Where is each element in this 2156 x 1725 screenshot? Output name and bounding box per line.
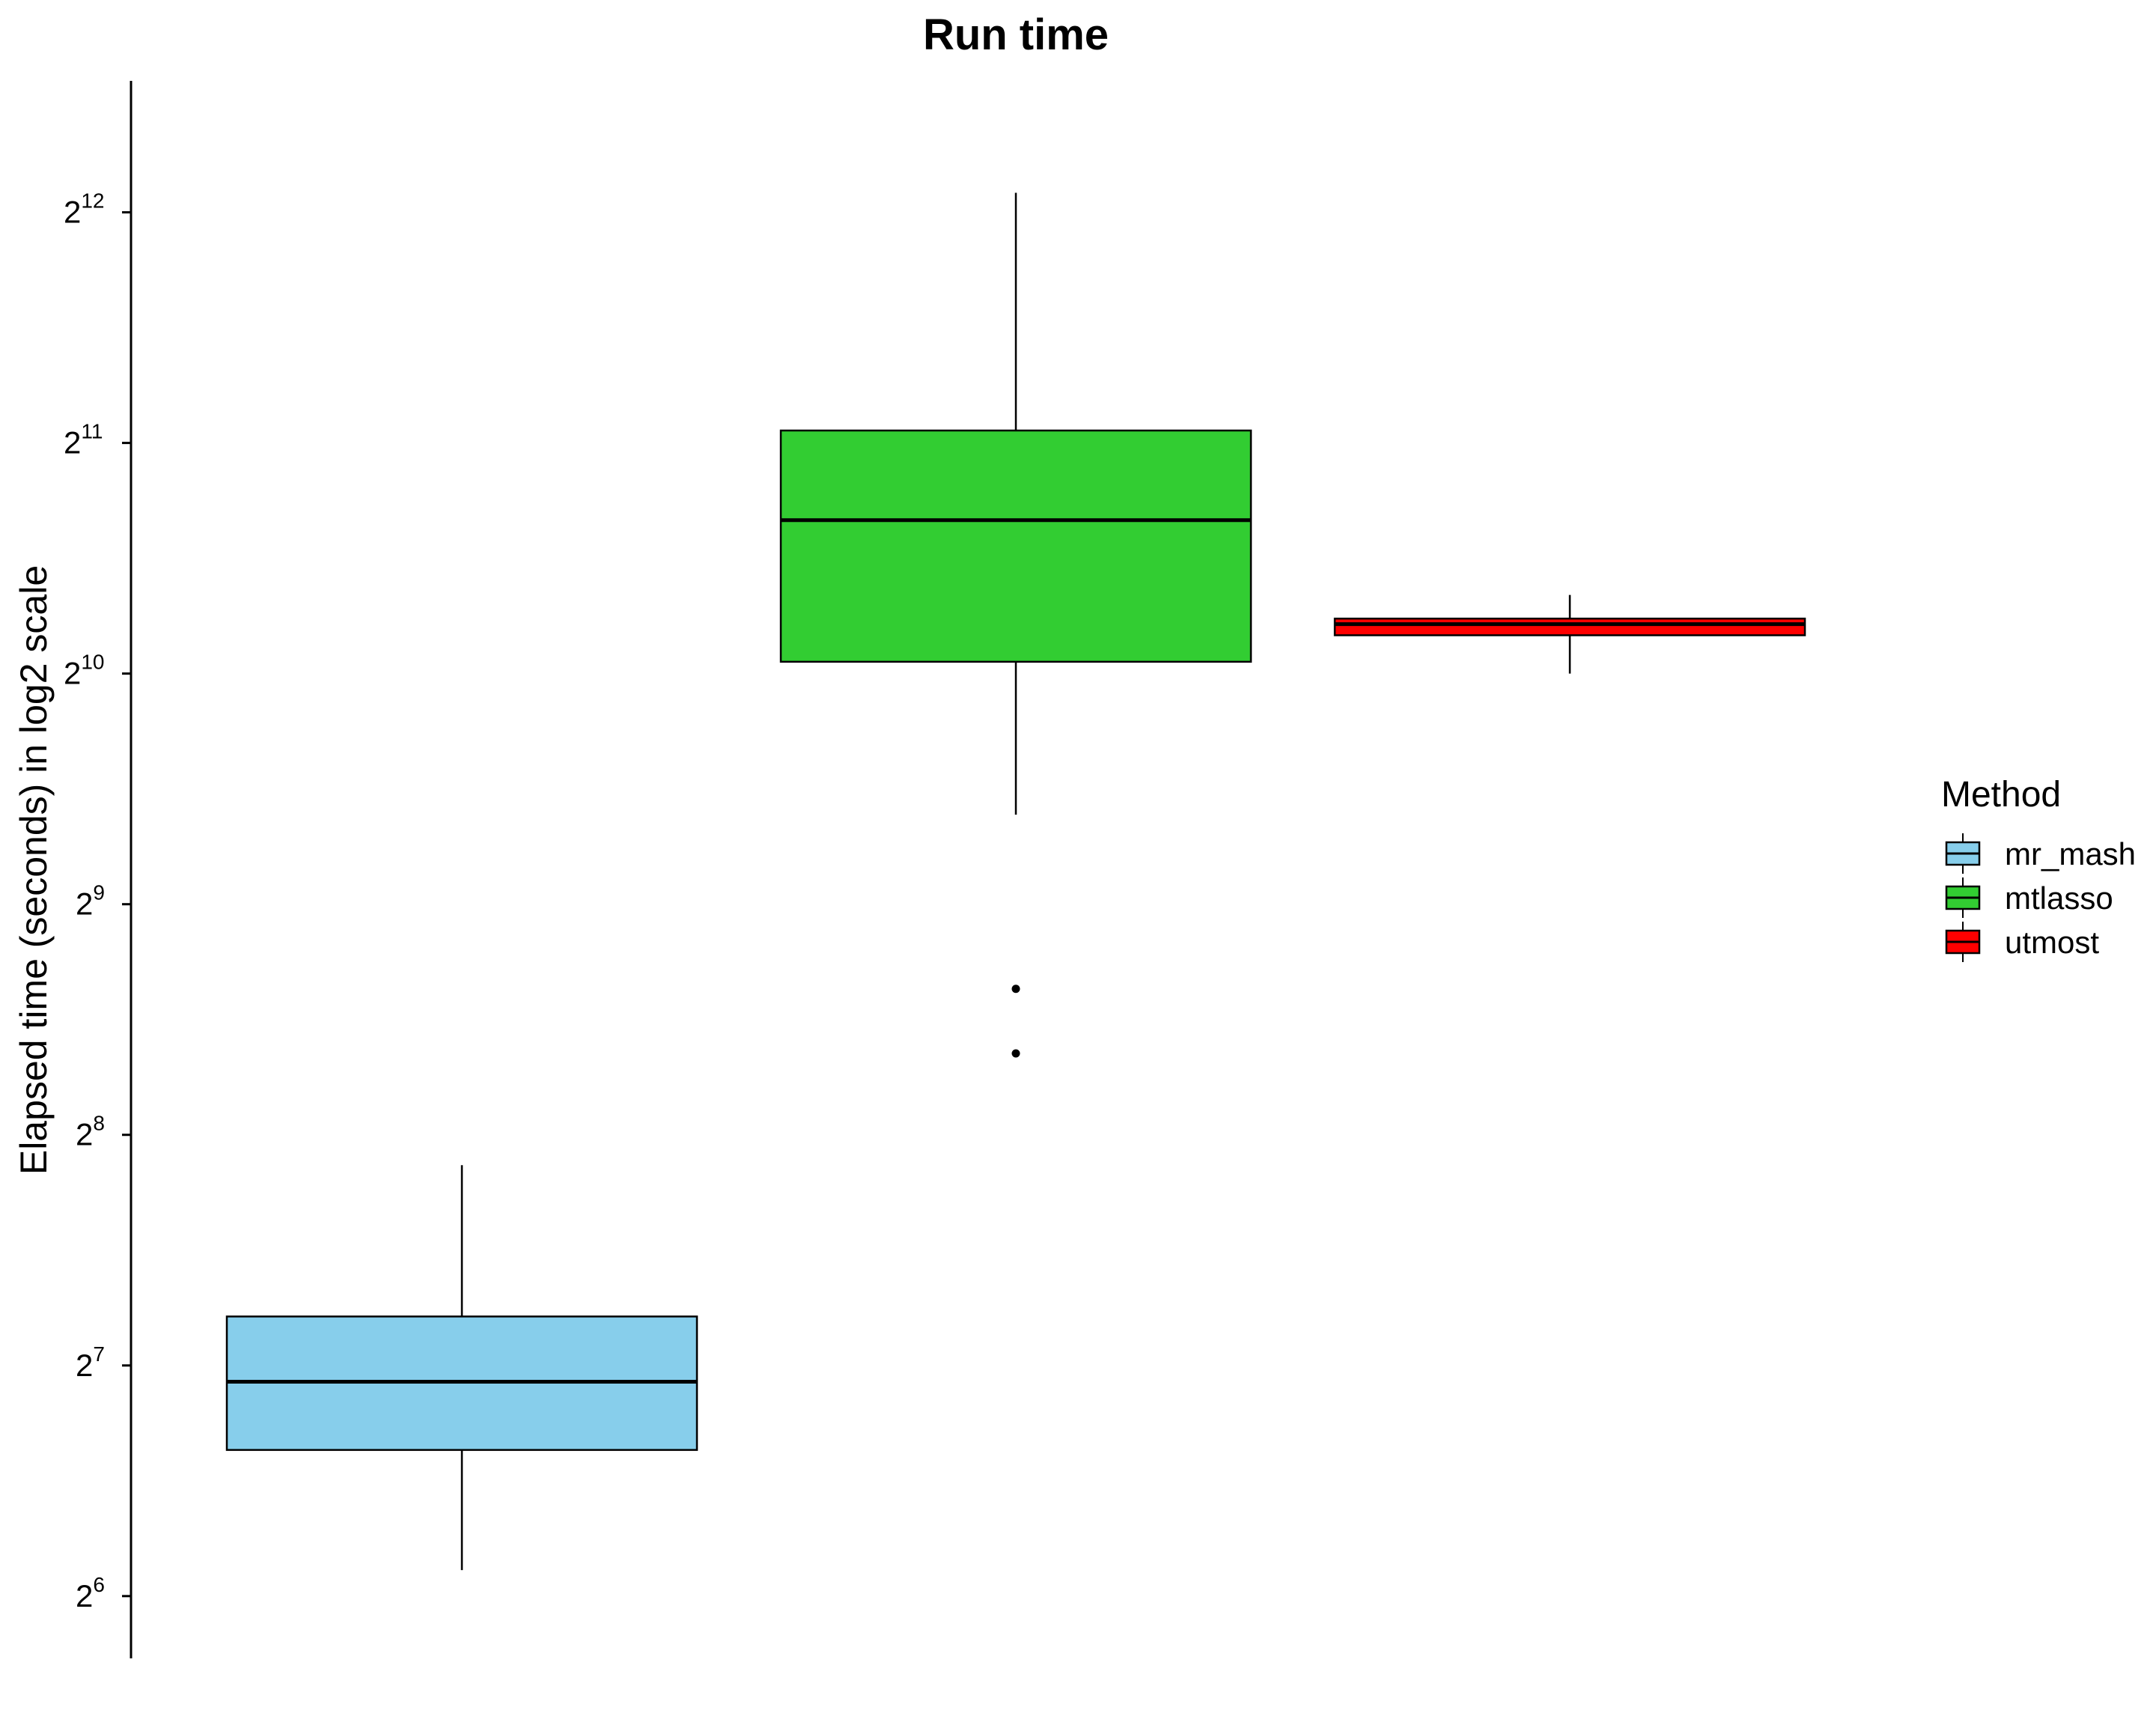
box-utmost <box>1333 594 1806 674</box>
y-tick-label: 211 <box>64 420 103 460</box>
boxplot-boxes <box>225 192 1806 1571</box>
chart-title: Run time <box>923 10 1109 59</box>
legend-item-utmost: utmost <box>1945 922 2099 962</box>
box-mtlasso <box>779 192 1252 1058</box>
legend-item-mr_mash: mr_mash <box>1945 833 2136 874</box>
y-tick-label: 212 <box>64 189 105 230</box>
outlier-point <box>1011 1049 1020 1058</box>
y-axis-ticks: 26 27 28 29 210 211 212 <box>64 189 131 1613</box>
y-tick-label: 28 <box>76 1112 105 1152</box>
y-tick-label: 29 <box>76 881 105 922</box>
legend-label: mr_mash <box>2005 836 2136 871</box>
legend-label: mtlasso <box>2005 880 2113 916</box>
box-iqr <box>1333 617 1806 636</box>
outlier-point <box>1011 985 1020 994</box>
box-mr_mash <box>225 1165 698 1571</box>
y-tick-label: 27 <box>76 1342 105 1383</box>
legend-title: Method <box>1941 775 2061 815</box>
y-tick-label: 26 <box>76 1573 105 1613</box>
box-iqr <box>779 429 1252 663</box>
legend-label: utmost <box>2005 925 2099 960</box>
y-axis-label: Elapsed time (seconds) in log2 scale <box>13 565 55 1175</box>
legend-item-mtlasso: mtlasso <box>1945 877 2113 918</box>
y-tick-label: 210 <box>64 651 105 691</box>
